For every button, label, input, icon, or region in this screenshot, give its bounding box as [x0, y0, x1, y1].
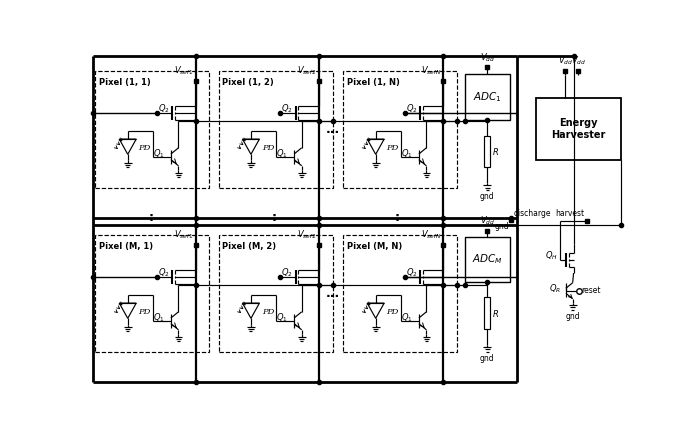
Text: $Q_2$: $Q_2$: [281, 266, 293, 279]
Text: $Q_1$: $Q_1$: [153, 147, 164, 160]
Text: $V_{dd}$: $V_{dd}$: [480, 51, 495, 64]
Text: $V_{dd}$: $V_{dd}$: [557, 54, 573, 67]
Text: Pixel (1, 1): Pixel (1, 1): [99, 78, 151, 87]
Text: $V_{sel2}$: $V_{sel2}$: [298, 64, 316, 77]
Text: $Q_1$: $Q_1$: [153, 311, 164, 324]
Text: harvest: harvest: [555, 209, 584, 218]
Text: Pixel (M, 1): Pixel (M, 1): [99, 242, 153, 251]
Text: PD: PD: [386, 144, 399, 151]
Text: $Q_1$: $Q_1$: [401, 147, 413, 160]
Bar: [465, 74, 510, 120]
Bar: [344, 71, 457, 187]
Bar: [95, 71, 209, 187]
Text: :: :: [148, 211, 153, 224]
Text: $R$: $R$: [492, 308, 499, 319]
Text: PD: PD: [262, 308, 274, 316]
Text: PD: PD: [139, 144, 151, 151]
Text: gnd: gnd: [480, 192, 495, 201]
Text: PD: PD: [386, 308, 399, 316]
Bar: [484, 135, 491, 167]
Text: $Q_2$: $Q_2$: [405, 102, 417, 115]
Text: $ADC_M$: $ADC_M$: [472, 252, 503, 266]
Text: $Q_1$: $Q_1$: [276, 311, 288, 324]
Bar: [344, 234, 457, 352]
Bar: [484, 297, 491, 329]
Text: ...: ...: [326, 286, 340, 299]
Text: $ADC_1$: $ADC_1$: [473, 90, 502, 104]
Text: discharge: discharge: [514, 209, 551, 217]
Text: Pixel (M, 2): Pixel (M, 2): [223, 242, 276, 251]
Text: $R$: $R$: [492, 146, 499, 157]
Text: reset: reset: [581, 286, 601, 295]
Text: $Q_2$: $Q_2$: [405, 266, 417, 279]
Text: $Q_2$: $Q_2$: [158, 266, 169, 279]
Text: Energy
Harvester: Energy Harvester: [551, 118, 606, 140]
Text: $Q_H$: $Q_H$: [545, 250, 558, 263]
Text: $Q_2$: $Q_2$: [158, 102, 169, 115]
Text: PD: PD: [262, 144, 274, 151]
Text: $Q_R$: $Q_R$: [549, 282, 561, 295]
Text: gnd: gnd: [494, 222, 509, 231]
Text: gnd: gnd: [566, 312, 580, 321]
Text: Pixel (1, 2): Pixel (1, 2): [223, 78, 274, 87]
Text: Pixel (M, N): Pixel (M, N): [347, 242, 402, 251]
Text: $Q_2$: $Q_2$: [281, 102, 293, 115]
Bar: [465, 237, 510, 282]
Text: ...: ...: [326, 122, 340, 135]
Text: $Q_1$: $Q_1$: [401, 311, 413, 324]
Text: PD: PD: [139, 308, 151, 316]
Text: :: :: [395, 211, 400, 224]
Text: Pixel (1, N): Pixel (1, N): [347, 78, 400, 87]
Bar: [536, 98, 621, 160]
Bar: [218, 234, 332, 352]
Text: $Q_1$: $Q_1$: [276, 147, 288, 160]
Text: $V_{selN}$: $V_{selN}$: [421, 228, 441, 241]
Text: gnd: gnd: [480, 354, 495, 363]
Text: $V_{dd}$: $V_{dd}$: [570, 54, 586, 67]
Text: $V_{sel2}$: $V_{sel2}$: [298, 228, 316, 241]
Text: $V_{dd}$: $V_{dd}$: [480, 214, 495, 227]
Text: :: :: [272, 211, 276, 224]
Bar: [95, 234, 209, 352]
Text: $V_{sel1}$: $V_{sel1}$: [174, 228, 193, 241]
Bar: [218, 71, 332, 187]
Text: $V_{selN}$: $V_{selN}$: [421, 64, 441, 77]
Text: $V_{sel1}$: $V_{sel1}$: [174, 64, 193, 77]
